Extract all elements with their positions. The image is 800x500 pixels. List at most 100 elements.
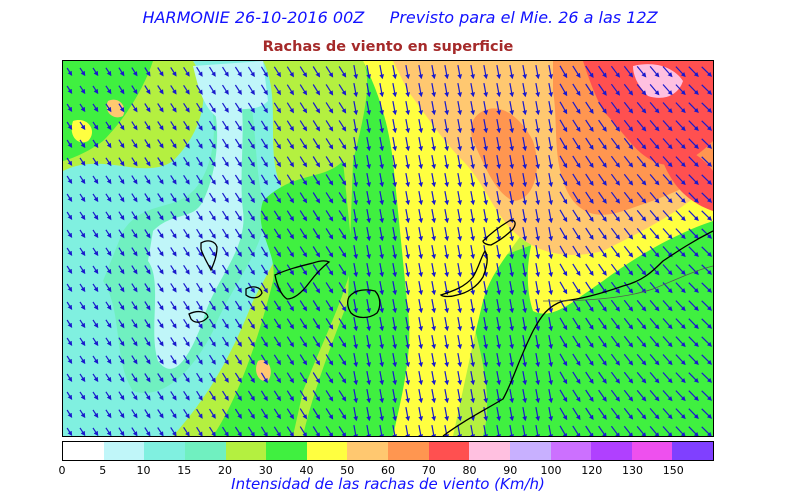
wind-arrow: [325, 372, 334, 384]
wind-arrow: [366, 280, 372, 296]
wind-arrow: [92, 85, 99, 95]
wind-arrow: [496, 334, 502, 350]
wind-arrow: [688, 282, 699, 294]
wind-arrow: [392, 262, 398, 278]
wind-arrow: [509, 100, 515, 116]
wind-arrow: [379, 82, 385, 98]
wind-arrow: [675, 300, 686, 312]
wind-arrow: [170, 175, 177, 185]
wind-arrow: [208, 336, 216, 347]
wind-arrow: [623, 353, 634, 366]
wind-arrow: [585, 335, 594, 349]
wind-arrow: [234, 192, 242, 204]
wind-arrow: [418, 190, 424, 206]
wind-arrow: [157, 247, 164, 257]
wind-arrow: [208, 390, 216, 401]
wind-arrow: [636, 426, 647, 436]
wind-arrow: [610, 227, 621, 240]
wind-arrow: [221, 66, 229, 77]
wind-arrow: [366, 298, 372, 314]
wind-arrow: [79, 67, 86, 77]
wind-arrow: [585, 119, 594, 133]
wind-arrow: [234, 174, 242, 186]
wind-arrow: [662, 426, 673, 436]
wind-arrow: [548, 262, 554, 278]
wind-arrow: [662, 300, 673, 312]
wind-arrow: [675, 372, 686, 384]
wind-arrow: [675, 120, 686, 132]
wind-arrow: [470, 100, 476, 116]
wind-arrow: [299, 390, 308, 402]
wind-arrow: [105, 211, 112, 221]
wind-arrow: [260, 102, 268, 114]
wind-arrow: [649, 192, 660, 204]
wind-arrow: [247, 66, 255, 78]
wind-arrow: [444, 208, 450, 224]
wind-arrow: [444, 352, 450, 368]
wind-arrow: [196, 408, 203, 419]
wind-arrow: [483, 154, 489, 170]
wind-arrow: [157, 229, 164, 239]
wind-arrow: [559, 353, 568, 367]
wind-arrow: [234, 336, 242, 348]
wind-arrow: [623, 173, 634, 186]
wind-arrow: [273, 138, 281, 150]
wind-arrow: [183, 120, 190, 131]
wind-arrow: [535, 208, 541, 224]
wind-arrow: [66, 247, 73, 257]
wind-arrow: [405, 226, 411, 242]
wind-arrow: [457, 424, 463, 436]
wind-arrow: [260, 228, 268, 240]
wind-arrow: [418, 100, 424, 116]
wind-arrow: [522, 118, 528, 134]
wind-arrow: [585, 371, 594, 385]
wind-arrow: [559, 335, 568, 349]
wind-arrow: [649, 300, 660, 312]
wind-arrow: [338, 336, 347, 348]
wind-arrow: [675, 282, 686, 294]
wind-arrow: [701, 246, 713, 257]
wind-arrow: [234, 228, 242, 240]
wind-arrow: [688, 318, 699, 330]
wind-arrow: [610, 335, 621, 348]
wind-arrow: [118, 157, 125, 167]
wind-arrow: [483, 352, 489, 368]
wind-arrow: [470, 190, 476, 206]
wind-arrow: [312, 300, 321, 312]
wind-arrow: [208, 354, 216, 365]
wind-arrow: [572, 407, 581, 421]
wind-arrow: [548, 352, 554, 368]
wind-arrow: [509, 406, 515, 422]
wind-arrow: [196, 264, 203, 275]
wind-arrow: [338, 300, 347, 312]
wind-arrow: [208, 120, 216, 131]
wind-arrow: [585, 425, 594, 436]
wind-arrow: [131, 319, 138, 329]
wind-arrow: [559, 227, 568, 241]
wind-arrow: [338, 174, 347, 186]
wind-arrow: [457, 154, 463, 170]
wind-arrow: [379, 424, 385, 436]
wind-arrow: [325, 84, 334, 96]
wind-arrow: [118, 355, 125, 365]
wind-arrow: [636, 102, 647, 114]
wind-arrow: [496, 298, 502, 314]
wind-arrow: [170, 265, 177, 275]
wind-arrow: [325, 318, 334, 330]
wind-arrow: [701, 372, 713, 383]
wind-arrow: [170, 157, 177, 167]
wind-arrow: [286, 318, 294, 330]
wind-arrow: [610, 173, 621, 186]
wind-arrow: [325, 426, 334, 436]
wind-arrow: [610, 353, 621, 366]
wind-arrow: [688, 156, 699, 168]
wind-arrow: [221, 156, 229, 167]
wind-arrow: [535, 118, 541, 134]
wind-arrow: [572, 101, 581, 115]
wind-arrow: [559, 425, 568, 436]
wind-arrow: [405, 370, 411, 386]
wind-arrow: [234, 138, 242, 150]
wind-arrow: [325, 246, 334, 258]
wind-arrow: [444, 262, 450, 278]
wind-arrow: [572, 65, 581, 79]
